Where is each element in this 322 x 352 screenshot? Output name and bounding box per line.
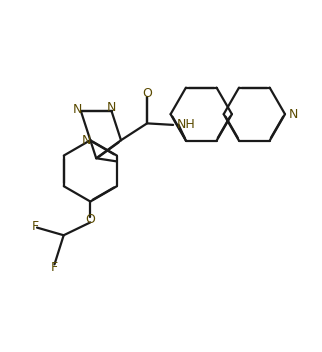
Text: NH: NH [177, 118, 195, 131]
Text: N: N [289, 108, 298, 121]
Text: methyl_mark: methyl_mark [0, 351, 1, 352]
Text: N: N [72, 103, 82, 116]
Text: N: N [82, 134, 91, 147]
Text: O: O [142, 87, 152, 100]
Text: F: F [32, 220, 39, 233]
Text: O: O [85, 213, 95, 226]
Text: N: N [107, 101, 116, 114]
Text: F: F [51, 261, 58, 274]
